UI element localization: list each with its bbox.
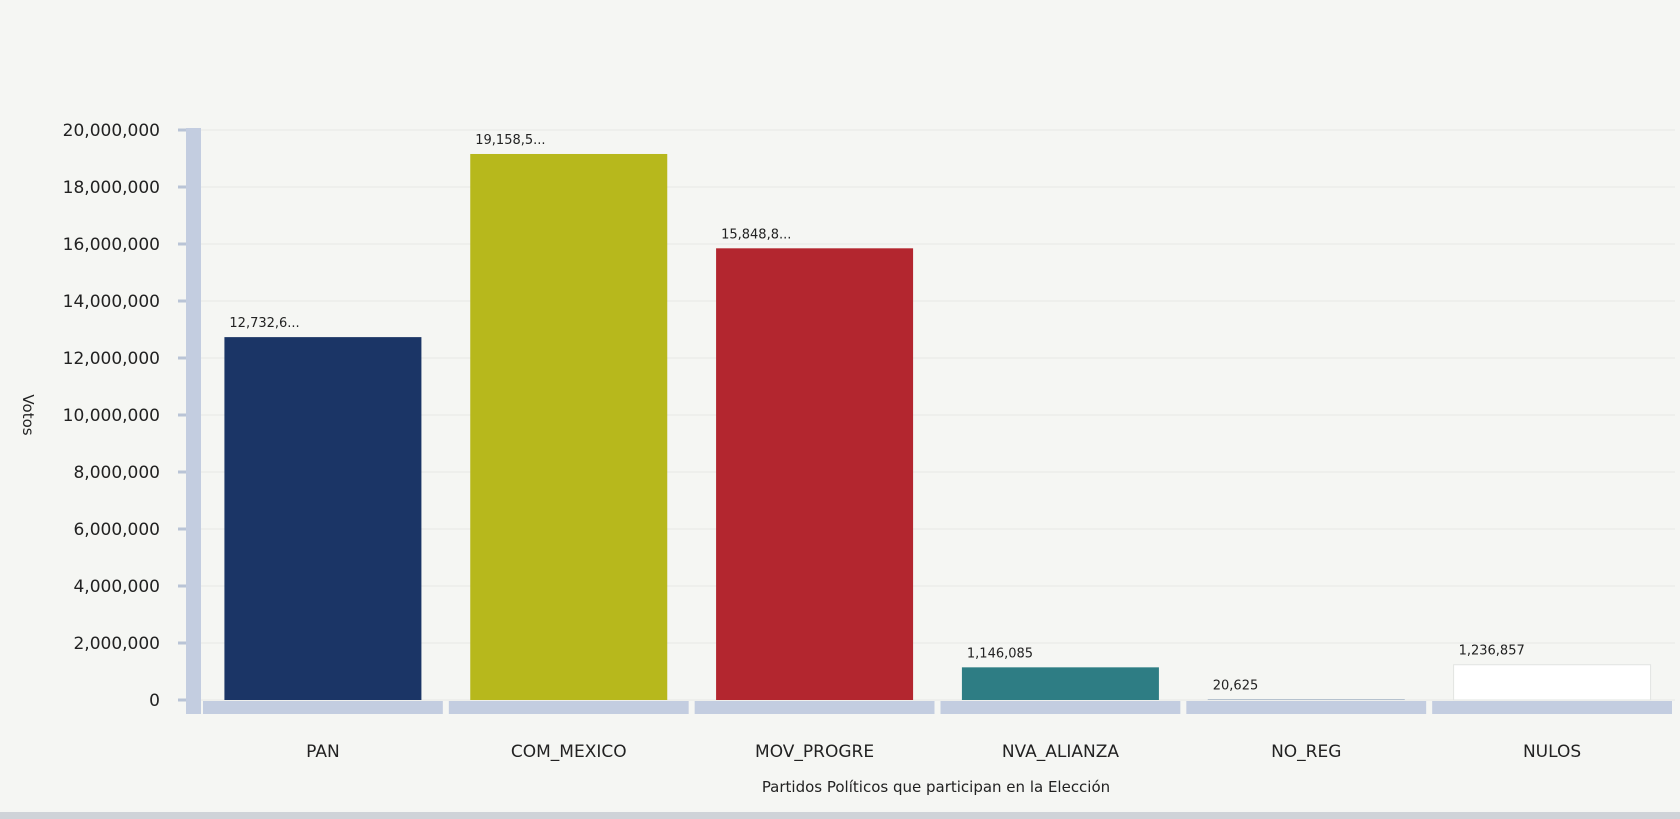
grid-layer xyxy=(200,129,1675,701)
bar-pan xyxy=(224,337,422,700)
x-axis-title: Partidos Políticos que participan en la … xyxy=(762,778,1110,796)
x-tick-label: NVA_ALIANZA xyxy=(1002,742,1119,762)
x-axis-segment xyxy=(1186,701,1427,714)
x-tick-label: PAN xyxy=(306,742,340,762)
x-axis-segment xyxy=(448,701,689,714)
y-tick-label: 12,000,000 xyxy=(63,349,160,369)
bar-nva-alianza xyxy=(961,667,1159,700)
x-axis-segment xyxy=(694,701,935,714)
bar-nulos xyxy=(1453,664,1652,701)
y-tick-label: 6,000,000 xyxy=(73,520,160,540)
data-label: 15,848,8... xyxy=(721,227,791,242)
y-axis-title: Votos xyxy=(19,394,37,435)
y-tick-label: 10,000,000 xyxy=(63,406,160,426)
data-label: 1,236,857 xyxy=(1459,644,1525,659)
data-labels: 12,732,6... 19,158,5... 15,848,8... 1,146,0… xyxy=(229,133,1524,693)
y-tick-label: 8,000,000 xyxy=(73,463,160,483)
y-tick-label: 4,000,000 xyxy=(73,577,160,597)
y-axis: 0 2,000,000 4,000,000 6,000,000 8,000,000 10,… xyxy=(63,121,201,714)
y-tick-label: 2,000,000 xyxy=(73,634,160,654)
y-tick-label: 0 xyxy=(149,691,160,711)
data-label: 1,146,085 xyxy=(967,646,1033,661)
data-label: 19,158,5... xyxy=(475,133,545,148)
data-label: 20,625 xyxy=(1213,678,1259,693)
y-axis-line xyxy=(186,128,201,714)
x-axis-segment xyxy=(940,701,1181,714)
y-tick-label: 18,000,000 xyxy=(63,178,160,198)
x-tick-label: MOV_PROGRE xyxy=(755,742,874,762)
x-axis-segment xyxy=(1432,701,1672,714)
y-tick-label: 20,000,000 xyxy=(63,121,160,141)
bars xyxy=(224,153,1652,701)
bar-com-mexico xyxy=(470,153,668,700)
x-axis-segment xyxy=(203,701,443,714)
data-label: 12,732,6... xyxy=(229,316,299,331)
bar-no-reg xyxy=(1207,699,1405,700)
y-tick-label: 14,000,000 xyxy=(63,292,160,312)
x-tick-label: NO_REG xyxy=(1271,742,1341,762)
y-tick-label: 16,000,000 xyxy=(63,235,160,255)
x-tick-label: NULOS xyxy=(1523,742,1581,762)
x-axis: PAN COM_MEXICO MOV_PROGRE NVA_ALIANZA NO_REG… xyxy=(203,701,1672,762)
x-tick-label: COM_MEXICO xyxy=(511,742,627,762)
bottom-border xyxy=(0,812,1680,819)
bar-mov-progre xyxy=(716,248,914,700)
